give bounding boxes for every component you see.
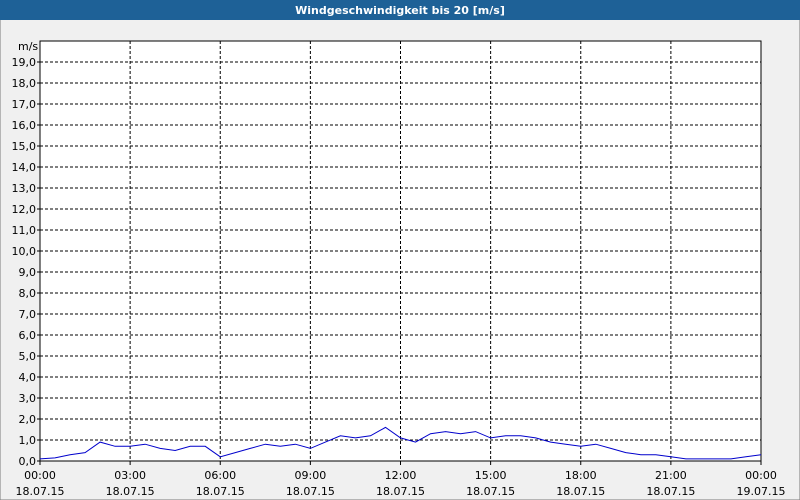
y-tick-label: 5,0 [19,350,37,363]
x-tick-label-line: 18.07.15 [376,485,425,498]
y-tick-label: 11,0 [12,224,37,237]
x-tick-label-line: 18:00 [565,469,597,482]
y-tick-label: 18,0 [12,77,37,90]
x-tick-label: 12:00 18.07.15 [376,469,425,498]
x-tick-label-line: 18.07.15 [466,485,515,498]
x-tick-label: 06:00 18.07.15 [196,469,245,498]
y-tick-label: 2,0 [19,413,37,426]
x-tick-label-line: 18.07.15 [556,485,605,498]
y-tick-label: 13,0 [12,182,37,195]
x-tick-label-line: 19.07.15 [737,485,786,498]
y-tick-label: 15,0 [12,140,37,153]
y-tick-label: 19,0 [12,56,37,69]
x-tick-label-line: 12:00 [385,469,417,482]
y-tick-label: 1,0 [19,434,37,447]
y-tick-label: 8,0 [19,287,37,300]
x-tick-label: 03:00 18.07.15 [106,469,155,498]
x-tick-label-line: 18.07.15 [106,485,155,498]
x-tick-label-line: 21:00 [655,469,687,482]
y-tick-label: 16,0 [12,119,37,132]
y-tick-label: 14,0 [12,161,37,174]
title-bar [0,0,800,20]
x-tick-label: 18:00 18.07.15 [556,469,605,498]
x-tick-label-line: 18.07.15 [196,485,245,498]
x-tick-label-line: 06:00 [204,469,236,482]
x-tick-label: 21:00 18.07.15 [646,469,695,498]
x-tick-label: 00:00 19.07.15 [737,469,786,498]
x-tick-label-line: 00:00 [745,469,777,482]
y-tick-label: 17,0 [12,98,37,111]
y-tick-label: 9,0 [19,266,37,279]
x-tick-label-line: 15:00 [475,469,507,482]
y-tick-label: 7,0 [19,308,37,321]
y-tick-label: 0,0 [19,455,37,468]
data-line [39,426,762,460]
x-tick-label-line: 18.07.15 [16,485,65,498]
x-tick-label-line: 18.07.15 [286,485,335,498]
y-unit-label: m/s [18,40,38,53]
x-tick-label: 15:00 18.07.15 [466,469,515,498]
x-tick-label: 09:00 18.07.15 [286,469,335,498]
y-tick-label: 10,0 [12,245,37,258]
x-tick-label-line: 00:00 [24,469,56,482]
y-tick-label: 3,0 [19,392,37,405]
y-tick-label: 6,0 [19,329,37,342]
x-tick-label-line: 03:00 [114,469,146,482]
x-tick-label: 00:00 18.07.15 [16,469,65,498]
chart-title: Windgeschwindigkeit bis 20 [m/s] [295,4,505,17]
y-tick-label: 12,0 [12,203,37,216]
x-tick-label-line: 18.07.15 [646,485,695,498]
y-tick-label: 4,0 [19,371,37,384]
x-tick-label-line: 09:00 [295,469,327,482]
